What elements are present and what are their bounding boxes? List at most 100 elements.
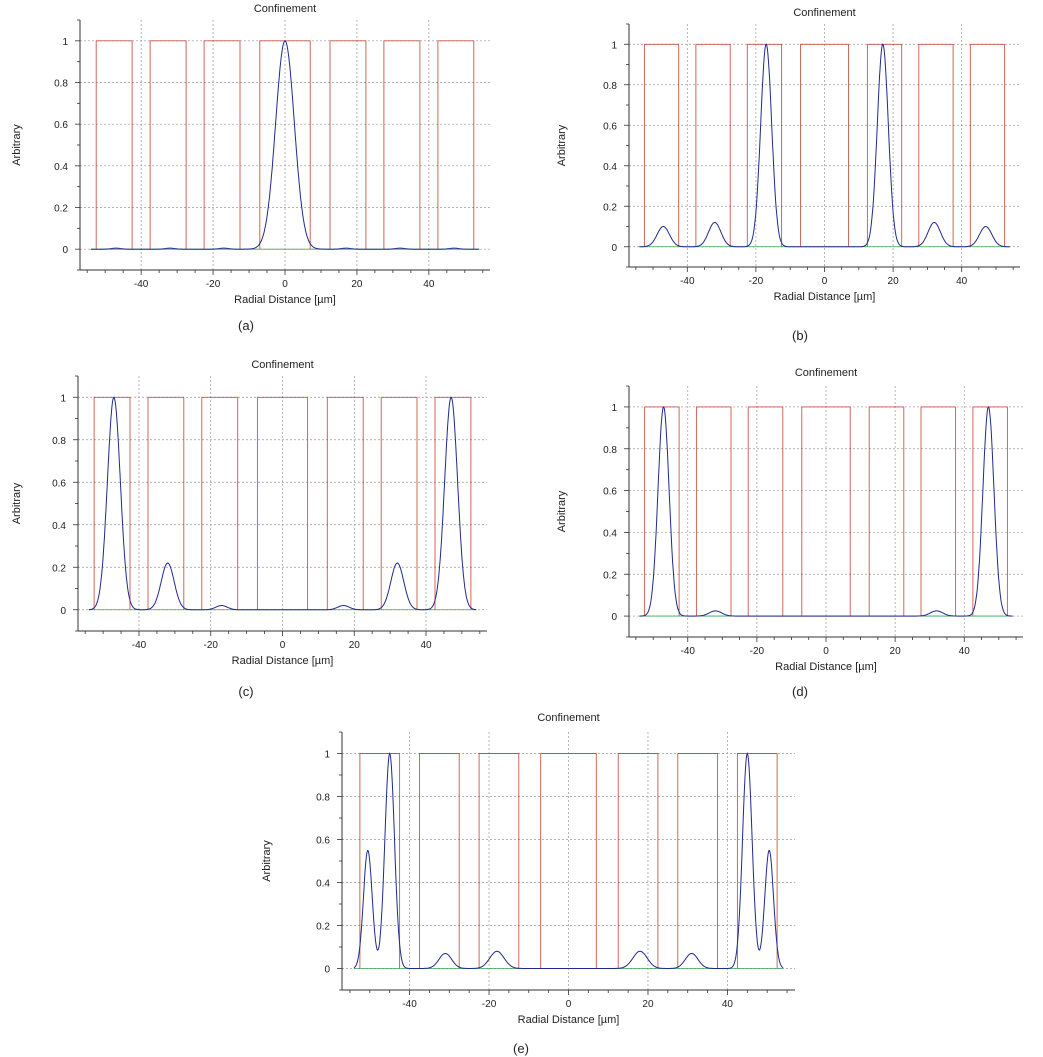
y-tick-label-1: 0.2 [603, 202, 617, 213]
core-rect-6 [437, 40, 475, 250]
x-tick-label-4: 40 [956, 276, 968, 287]
x-tick-label-2: 0 [282, 279, 288, 290]
y-tick-label-1: 0.2 [603, 570, 617, 581]
core-rect-6 [972, 406, 1008, 617]
y-tick-label-4: 0.8 [603, 445, 617, 456]
y-tick-label-3: 0.6 [603, 121, 617, 132]
y-tick-label-3: 0.6 [52, 478, 66, 489]
chart-title: Confinement [793, 7, 855, 19]
core-rect-1 [695, 43, 731, 247]
core-rect-2 [747, 406, 784, 617]
caption-a: (a) [238, 318, 254, 333]
y-tick-label-0: 0 [60, 606, 66, 617]
chart-title: Confinement [254, 3, 316, 15]
core-rect-1 [149, 40, 187, 250]
y-tick-label-2: 0.4 [603, 528, 617, 539]
y-axis-label: Arbitrary [261, 840, 273, 882]
x-tick-label-1: -20 [482, 999, 497, 1010]
chart-title: Confinement [537, 712, 599, 724]
chart-panel-a: -40 -20 0 20 40 0 0.2 0.4 0.6 0.8 1 Confinement Radi… [0, 0, 500, 320]
y-tick-label-1: 0.2 [54, 204, 68, 215]
core-rect-0 [93, 396, 131, 610]
x-tick-label-0: -40 [681, 646, 696, 657]
y-tick-label-0: 0 [611, 243, 617, 254]
confinement-chart-a: -40 -20 0 20 40 0 0.2 0.4 0.6 0.8 1 Confinement Radi… [11, 3, 490, 306]
y-tick-label-0: 0 [62, 245, 68, 256]
core-rect-2 [746, 43, 783, 247]
core-rect-4 [868, 406, 905, 617]
x-tick-label-2: 0 [566, 999, 572, 1010]
core-rect-1 [695, 406, 732, 617]
core-rect-0 [643, 43, 680, 247]
core-rect-1 [147, 396, 185, 610]
y-tick-label-1: 0.2 [52, 563, 66, 574]
confinement-chart-b: -40 -20 0 20 40 0 0.2 0.4 0.6 0.8 1 Confinement Radi… [556, 7, 1020, 303]
core-rect-0 [644, 406, 680, 617]
core-rect-2 [203, 40, 241, 250]
core-rect-4 [617, 753, 659, 969]
core-rect-1 [419, 753, 460, 969]
core-rect-0 [359, 753, 401, 969]
core-rect-5 [383, 40, 421, 250]
y-tick-label-2: 0.4 [316, 879, 330, 890]
x-tick-label-1: -20 [749, 276, 764, 287]
y-tick-label-4: 0.8 [603, 81, 617, 92]
core-rect-4 [326, 396, 364, 610]
core-rect-0 [95, 40, 133, 250]
confinement-chart-e: -40 -20 0 20 40 0 0.2 0.4 0.6 0.8 1 Confinement Radi… [261, 712, 795, 1026]
core-rect-5 [920, 406, 957, 617]
x-tick-label-1: -20 [204, 640, 219, 651]
y-tick-label-2: 0.4 [54, 162, 68, 173]
y-tick-label-5: 1 [611, 40, 617, 51]
x-tick-label-4: 40 [423, 279, 435, 290]
x-tick-label-3: 20 [890, 646, 902, 657]
chart-title: Confinement [795, 367, 857, 379]
chart-panel-d: -40 -20 0 20 40 0 0.2 0.4 0.6 0.8 1 Confinement Radi… [545, 362, 1043, 682]
y-tick-label-0: 0 [324, 965, 330, 976]
x-tick-label-0: -40 [132, 640, 147, 651]
core-rect-3 [801, 406, 851, 617]
x-tick-label-2: 0 [822, 276, 828, 287]
y-tick-label-1: 0.2 [316, 922, 330, 933]
core-rect-6 [969, 43, 1006, 247]
core-rect-3 [540, 753, 597, 969]
y-axis-label: Arbitrary [556, 124, 568, 166]
core-rect-6 [434, 396, 472, 610]
x-tick-label-4: 40 [959, 646, 971, 657]
y-tick-label-3: 0.6 [603, 487, 617, 498]
x-tick-label-2: 0 [280, 640, 286, 651]
x-tick-label-3: 20 [642, 999, 654, 1010]
x-tick-label-3: 20 [888, 276, 900, 287]
x-axis-label: Radial Distance [µm] [774, 291, 876, 303]
core-rect-4 [329, 40, 367, 250]
chart-panel-c: -40 -20 0 20 40 0 0.2 0.4 0.6 0.8 1 Confinement Radi… [0, 356, 500, 676]
caption-e: (e) [513, 1041, 529, 1056]
mode-profile-line [88, 396, 477, 611]
y-tick-label-3: 0.6 [316, 836, 330, 847]
y-tick-label-0: 0 [611, 612, 617, 623]
x-tick-label-0: -40 [680, 276, 695, 287]
x-tick-label-2: 0 [823, 646, 829, 657]
core-rect-4 [866, 43, 903, 247]
chart-panel-e: -40 -20 0 20 40 0 0.2 0.4 0.6 0.8 1 Confinement Radi… [250, 707, 810, 1037]
core-rect-3 [800, 43, 849, 247]
caption-b: (b) [792, 328, 808, 343]
x-tick-label-3: 20 [349, 640, 361, 651]
chart-panel-b: -40 -20 0 20 40 0 0.2 0.4 0.6 0.8 1 Confinement Radi… [545, 2, 1043, 322]
y-tick-label-5: 1 [60, 393, 66, 404]
x-tick-label-0: -40 [402, 999, 417, 1010]
x-tick-label-3: 20 [351, 279, 363, 290]
y-tick-label-3: 0.6 [54, 120, 68, 131]
x-axis-label: Radial Distance [µm] [232, 655, 334, 667]
x-tick-label-0: -40 [134, 279, 149, 290]
core-rect-5 [677, 753, 718, 969]
x-tick-label-4: 40 [722, 999, 734, 1010]
mode-profile-line [639, 406, 1013, 617]
core-rect-2 [201, 396, 239, 610]
core-rect-5 [918, 43, 954, 247]
y-tick-label-2: 0.4 [52, 521, 66, 532]
y-tick-label-5: 1 [324, 750, 330, 761]
y-tick-label-2: 0.4 [603, 162, 617, 173]
confinement-chart-d: -40 -20 0 20 40 0 0.2 0.4 0.6 0.8 1 Confinement Radi… [556, 367, 1023, 673]
x-tick-label-1: -20 [206, 279, 221, 290]
